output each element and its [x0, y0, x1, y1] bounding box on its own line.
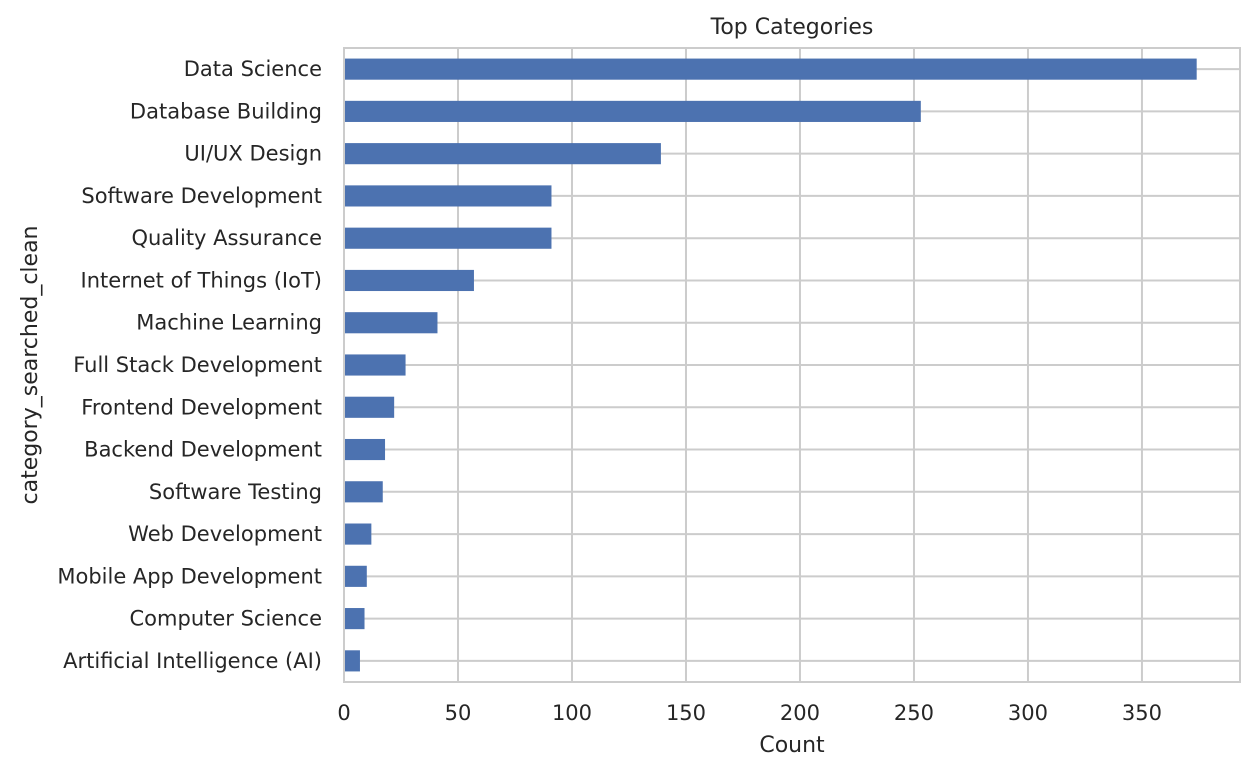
bar — [344, 565, 367, 587]
bar — [344, 58, 1197, 80]
bar — [344, 354, 406, 376]
bar — [344, 608, 365, 630]
category-label: Mobile App Development — [57, 564, 322, 588]
category-label: Frontend Development — [81, 395, 322, 419]
category-label: Data Science — [184, 57, 322, 81]
bar — [344, 523, 372, 545]
x-tick-label: 0 — [337, 701, 350, 725]
x-tick-label: 350 — [1122, 701, 1162, 725]
bar — [344, 481, 383, 503]
plot-frame — [343, 47, 1241, 683]
chart-title: Top Categories — [710, 15, 874, 40]
y-axis-title: category_searched_clean — [18, 226, 43, 505]
category-label: Software Testing — [149, 480, 322, 504]
category-label: Quality Assurance — [131, 226, 322, 250]
bar — [344, 312, 438, 334]
category-label: Computer Science — [130, 607, 322, 631]
bar — [344, 396, 395, 418]
category-label: Full Stack Development — [73, 353, 322, 377]
bars — [344, 58, 1197, 672]
x-tick-label: 250 — [894, 701, 934, 725]
x-tick-label: 100 — [552, 701, 592, 725]
category-labels: Data Science Database Building UI/UX Desig… — [57, 57, 322, 673]
x-tick-label: 50 — [445, 701, 472, 725]
x-tick-label: 200 — [780, 701, 820, 725]
bar — [344, 269, 474, 292]
bar — [344, 143, 661, 165]
x-tick-label: 150 — [666, 701, 706, 725]
category-label: Web Development — [128, 522, 322, 546]
x-tick-labels: 0 50 100 150 200 250 300 350 — [337, 701, 1162, 725]
x-tick-label: 300 — [1008, 701, 1048, 725]
bar — [344, 650, 360, 672]
category-label: Database Building — [130, 99, 322, 123]
category-label: Artificial Intelligence (AI) — [63, 649, 322, 673]
category-label: UI/UX Design — [184, 142, 322, 166]
category-label: Software Development — [81, 184, 322, 208]
category-label: Backend Development — [84, 438, 322, 462]
bar — [344, 185, 552, 207]
category-label: Machine Learning — [136, 311, 322, 335]
bar — [344, 227, 552, 249]
x-axis-title: Count — [759, 733, 825, 758]
bar — [344, 100, 921, 122]
bar — [344, 438, 386, 461]
category-label: Internet of Things (IoT) — [81, 268, 322, 292]
